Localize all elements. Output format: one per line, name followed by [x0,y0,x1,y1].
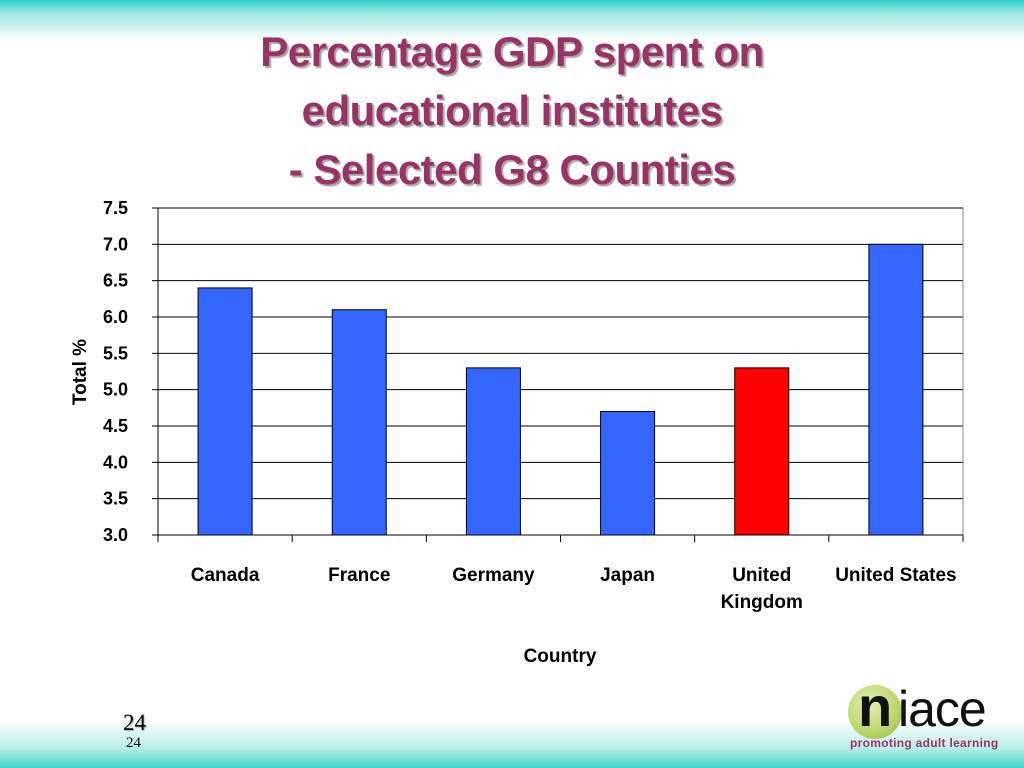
y-tick-label: 6.5 [103,271,128,291]
bar [868,243,924,536]
chart-title-line-1: Percentage GDP spent on [260,28,764,75]
y-tick-label: 4.5 [103,416,128,436]
logo-letter-n: n [858,675,893,738]
axes [152,207,964,542]
y-tick-label: 6.0 [103,307,128,327]
y-axis-title: Total % [70,339,91,405]
y-tick-labels: 7.5 7.0 6.5 6.0 5.5 5.0 4.5 4.0 3.5 3.0 [103,198,128,545]
y-tick-label: 5.0 [103,380,128,400]
niace-logo: n iace promoting adult learning [846,677,1006,753]
y-tick-label: 4.0 [103,452,128,472]
gridlines [158,207,963,536]
page-number: 24 [123,710,146,735]
x-category-label: United [732,565,791,586]
y-tick-label: 3.0 [103,525,128,545]
bar [197,287,253,536]
logo-tagline: promoting adult learning [850,736,999,750]
x-category-label: Kingdom [721,592,803,613]
chart-title: Percentage GDP spent on educational inst… [0,22,1024,199]
logo-wordmark: iace [898,681,987,737]
x-category-label: Canada [191,565,260,586]
y-tick-label: 7.0 [103,234,128,254]
x-category-label: Germany [452,565,535,586]
x-category-label: Japan [600,565,655,586]
chart-title-line-3: - Selected G8 Counties [288,146,736,193]
x-category-label: United States [835,565,956,586]
x-axis-title: Country [524,646,597,667]
y-tick-label: 5.5 [103,343,128,363]
logo-circle [848,685,902,739]
page-number-small: 24 [126,735,141,751]
bar [734,367,790,536]
bar [465,367,521,536]
bar [600,410,656,536]
bars [197,243,924,536]
bar [331,309,387,536]
y-tick-label: 3.5 [103,489,128,509]
x-category-labels: Canada France Germany Japan United Kingdom Uni… [191,565,957,613]
y-tick-label: 7.5 [103,198,128,218]
x-category-label: France [328,565,390,586]
chart-title-line-2: educational institutes [301,87,723,134]
